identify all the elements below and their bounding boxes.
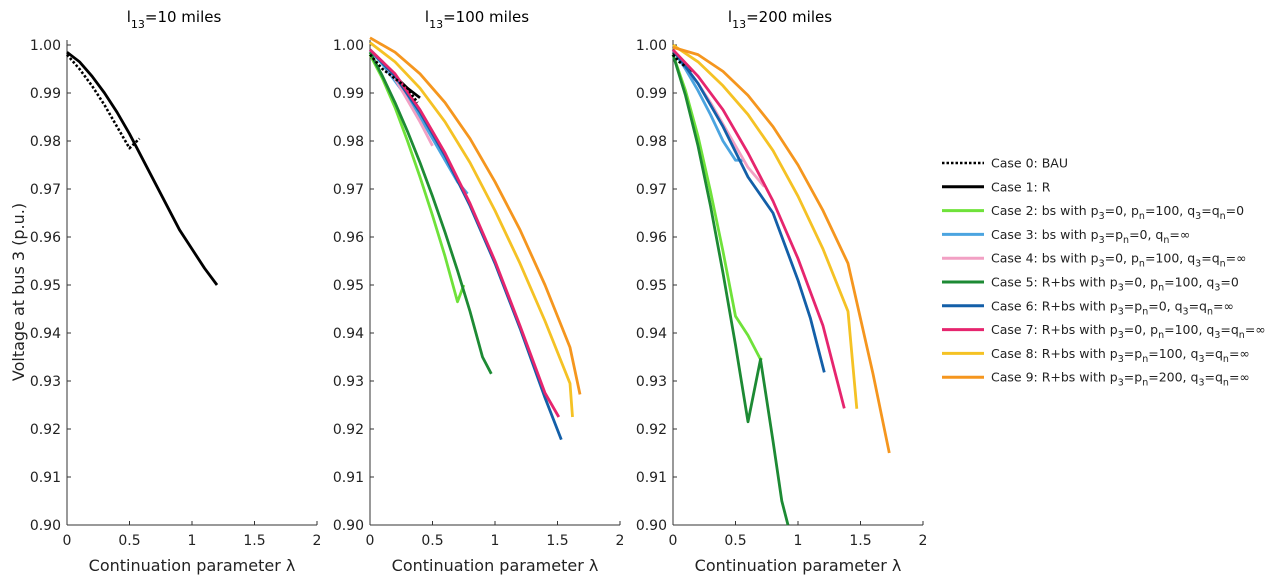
legend-label: Case 8: R+bs with p3=pn=100, q3=qn=∞ [991, 346, 1250, 365]
y-tick-label: 0.99 [636, 86, 667, 102]
chart-panel-1: 0.90 0.91 0.92 0.93 0.94 0.95 0.96 0.97 0.98 0.99… [30, 8, 322, 575]
legend-label: Case 4: bs with p3=0, pn=100, q3=qn=∞ [991, 251, 1247, 270]
x-tick-label: 2 [616, 533, 625, 549]
x-tick-label: 2 [313, 533, 322, 549]
y-tick-label: 0.95 [636, 278, 667, 294]
y-tick-label: 0.98 [636, 134, 667, 150]
y-tick-label: 0.97 [636, 182, 667, 198]
x-tick-label: 0.5 [724, 533, 746, 549]
series-line-case-3 [671, 49, 745, 162]
panel-title: l13=100 miles [425, 8, 529, 31]
series-line-case-6 [671, 48, 826, 373]
y-tick-label: 0.92 [636, 422, 667, 438]
panels: 0.90 0.91 0.92 0.93 0.94 0.95 0.96 0.97 0.98 0.99… [30, 8, 928, 575]
legend-label: Case 9: R+bs with p3=pn=200, q3=qn=∞ [991, 370, 1250, 389]
legend-item-case-9: Case 9: R+bs with p3=pn=200, q3=qn=∞ [942, 370, 1250, 389]
x-tick-label: 0 [63, 533, 72, 549]
x-tick-label: 2 [919, 533, 928, 549]
series-line-case-2 [671, 54, 763, 361]
y-tick-label: 0.98 [30, 134, 61, 150]
chart-panel-2: 0.90 0.91 0.92 0.93 0.94 0.95 0.96 0.97 0.98 0.99… [333, 8, 625, 575]
legend-label: Case 0: BAU [991, 156, 1068, 171]
x-axis-label: Continuation parameter λ [392, 556, 599, 575]
y-tick-label: 0.99 [30, 86, 61, 102]
y-tick-label: 0.97 [333, 182, 364, 198]
x-axis-label: Continuation parameter λ [695, 556, 902, 575]
series-line-case-9 [369, 36, 582, 395]
legend-label: Case 1: R [991, 179, 1051, 194]
legend-label: Case 5: R+bs with p3=0, pn=100, q3=0 [991, 275, 1239, 294]
legend: Case 0: BAU Case 1: R Case 2: bs with p3=0… [942, 156, 1266, 389]
legend-item-case-7: Case 7: R+bs with p3=0, pn=100, q3=qn=∞ [942, 322, 1266, 341]
legend-item-case-2: Case 2: bs with p3=0, pn=100, q3=qn=0 [942, 203, 1244, 222]
x-tick-label: 1 [794, 533, 803, 549]
y-tick-label: 0.94 [30, 326, 61, 342]
y-tick-label: 0.96 [333, 230, 364, 246]
y-tick-label: 0.99 [333, 86, 364, 102]
y-tick-label: 0.98 [333, 134, 364, 150]
panel-title: l13=10 miles [127, 8, 222, 31]
legend-item-case-4: Case 4: bs with p3=0, pn=100, q3=qn=∞ [942, 251, 1247, 270]
x-tick-label: 1 [188, 533, 197, 549]
x-tick-label: 0.5 [118, 533, 140, 549]
x-axis-label: Continuation parameter λ [89, 556, 296, 575]
y-tick-label: 1.00 [30, 38, 61, 54]
series-line-case-7 [671, 48, 846, 409]
x-tick-label: 1 [491, 533, 500, 549]
series-line-case-0 [672, 53, 687, 68]
y-tick-label: 0.96 [30, 230, 61, 246]
series-line-case-1 [66, 51, 219, 286]
series-line-case-0 [369, 53, 419, 104]
legend-label: Case 6: R+bs with p3=pn=0, q3=qn=∞ [991, 298, 1234, 317]
y-tick-label: 0.97 [30, 182, 61, 198]
legend-label: Case 3: bs with p3=pn=0, qn=∞ [991, 227, 1190, 246]
y-tick-label: 0.91 [333, 470, 364, 486]
series-line-case-9 [672, 46, 891, 454]
x-tick-label: 0 [366, 533, 375, 549]
y-tick-label: 0.96 [636, 230, 667, 246]
series-line-case-8 [369, 41, 574, 418]
y-tick-label: 0.94 [333, 326, 364, 342]
y-tick-label: 0.91 [30, 470, 61, 486]
legend-item-case-8: Case 8: R+bs with p3=pn=100, q3=qn=∞ [942, 346, 1250, 365]
y-tick-label: 0.94 [636, 326, 667, 342]
panel-title: l13=200 miles [728, 8, 832, 31]
legend-item-case-5: Case 5: R+bs with p3=0, pn=100, q3=0 [942, 275, 1239, 294]
y-tick-label: 0.91 [636, 470, 667, 486]
y-tick-label: 0.90 [30, 518, 61, 534]
y-tick-label: 0.90 [636, 518, 667, 534]
y-axis-label: Voltage at bus 3 (p.u.) [9, 203, 28, 381]
y-tick-label: 0.93 [30, 374, 61, 390]
y-tick-label: 1.00 [333, 38, 364, 54]
chart-panel-3: 0.90 0.91 0.92 0.93 0.94 0.95 0.96 0.97 0.98 0.99… [636, 8, 928, 575]
x-tick-label: 1.5 [849, 533, 871, 549]
legend-label: Case 2: bs with p3=0, pn=100, q3=qn=0 [991, 203, 1244, 222]
y-tick-label: 0.95 [333, 278, 364, 294]
y-tick-label: 0.95 [30, 278, 61, 294]
legend-item-case-3: Case 3: bs with p3=pn=0, qn=∞ [942, 227, 1190, 246]
x-tick-label: 1.5 [546, 533, 568, 549]
legend-item-case-1: Case 1: R [942, 179, 1051, 194]
x-tick-label: 1.5 [243, 533, 265, 549]
x-tick-label: 0 [669, 533, 678, 549]
series-line-case-5 [671, 54, 790, 526]
y-tick-label: 0.93 [636, 374, 667, 390]
legend-label: Case 7: R+bs with p3=0, pn=100, q3=qn=∞ [991, 322, 1266, 341]
y-tick-label: 0.90 [333, 518, 364, 534]
y-tick-label: 0.92 [333, 422, 364, 438]
legend-item-case-6: Case 6: R+bs with p3=pn=0, q3=qn=∞ [942, 298, 1234, 317]
x-tick-label: 0.5 [421, 533, 443, 549]
series-line-case-8 [672, 43, 859, 409]
series-line-case-5 [368, 51, 493, 375]
legend-item-case-0: Case 0: BAU [942, 156, 1068, 171]
y-tick-label: 0.92 [30, 422, 61, 438]
y-tick-label: 1.00 [636, 38, 667, 54]
y-tick-label: 0.93 [333, 374, 364, 390]
series-line-case-0 [66, 53, 141, 150]
